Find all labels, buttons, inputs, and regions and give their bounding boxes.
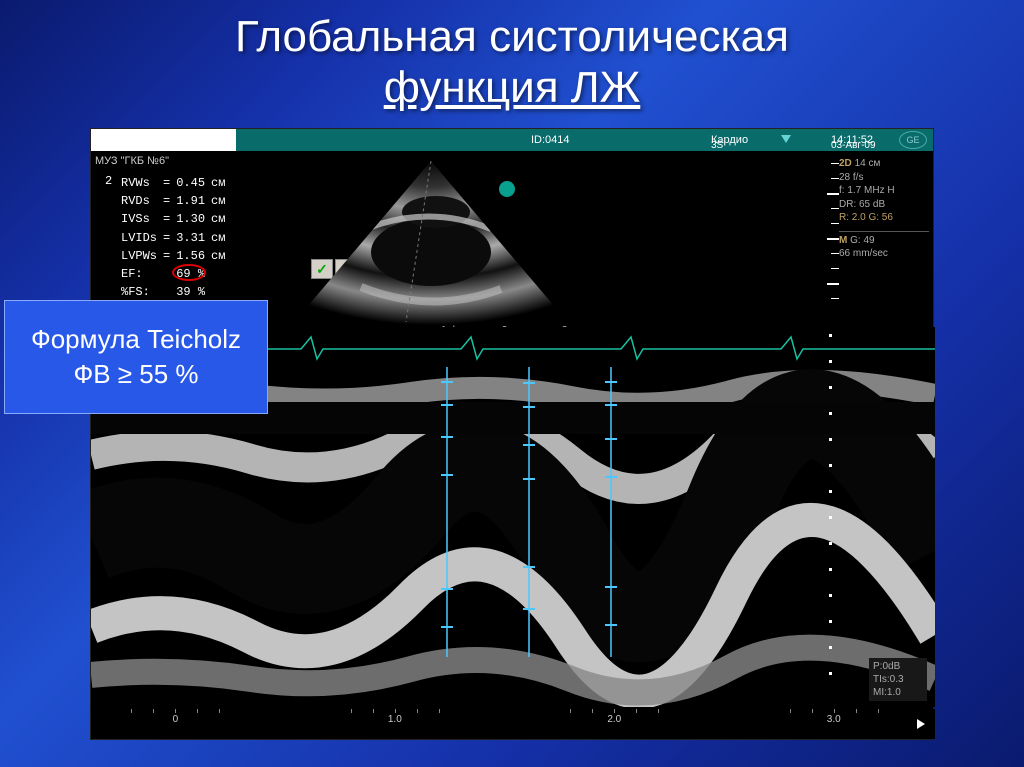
rg-val: R: 2.0 G: 56 [839, 211, 929, 225]
ultrasound-screen: ID:0414 Кардио 3S 14:11:52 03-Авг-09 GE … [90, 128, 934, 740]
measurement-table: RVWs=0.45см RVDs=1.91см IVSs=1.30см LVID… [119, 173, 231, 302]
meas-index: 2 [105, 173, 112, 189]
measurement-panel: 2 RVWs=0.45см RVDs=1.91см IVSs=1.30см LV… [119, 173, 231, 302]
dropdown-icon[interactable] [781, 135, 791, 143]
depth-scale-2d [829, 163, 839, 313]
freq-val: f: 1.7 MHz H [839, 184, 929, 198]
time-tick: 0 [173, 714, 179, 725]
table-row: LVPWs=1.56см [121, 248, 229, 264]
ef-highlight-circle [172, 264, 206, 281]
table-row: RVWs=0.45см [121, 175, 229, 191]
title-line2: функция ЛЖ [384, 63, 641, 112]
play-arrow-icon[interactable] [917, 719, 925, 729]
hospital-label: МУЗ "ГКБ №6" [95, 155, 169, 167]
depth-scale-mmode-right [829, 334, 837, 704]
patient-id: ID:0414 [531, 134, 570, 146]
slide-title: Глобальная систолическая функция ЛЖ [0, 0, 1024, 113]
table-row: LVIDs=3.31см [121, 230, 229, 246]
date: 03-Авг-09 [831, 140, 876, 151]
ef-row: EF:69 % [121, 266, 229, 282]
probe-model: 3S [711, 140, 723, 151]
table-row: IVSs=1.30см [121, 211, 229, 227]
patient-name-redacted [91, 129, 236, 151]
depth-val: 14 см [855, 158, 881, 169]
sector-2d-image [301, 157, 561, 325]
table-row: RVDs=1.91см [121, 193, 229, 209]
fps-val: 28 f/s [839, 171, 929, 185]
formula-line2: ФВ ≥ 55 % [73, 357, 198, 392]
time-axis: 0 1.0 2.0 3.0 [91, 709, 935, 739]
time-tick: 2.0 [607, 714, 621, 725]
dr-val: DR: 65 dB [839, 198, 929, 212]
fs-row: %FS:39 % [121, 284, 229, 300]
title-line1: Глобальная систолическая [235, 12, 789, 61]
ge-logo: GE [899, 131, 927, 149]
settings-panel: 2D 14 см 28 f/s f: 1.7 MHz H DR: 65 dB R… [839, 157, 929, 261]
orientation-dot [499, 181, 515, 197]
mi-val: MI:1.0 [873, 686, 923, 699]
time-tick: 1.0 [388, 714, 402, 725]
power-val: P:0dB [873, 660, 923, 673]
us-topbar: ID:0414 Кардио 3S 14:11:52 03-Авг-09 GE [91, 129, 933, 151]
mode-m: M [839, 235, 847, 246]
m-gain: G: 49 [850, 235, 874, 246]
time-tick: 3.0 [827, 714, 841, 725]
sweep-speed: 66 mm/sec [839, 247, 929, 261]
formula-line1: Формула Teicholz [31, 322, 241, 357]
formula-callout: Формула Teicholz ФВ ≥ 55 % [4, 300, 268, 414]
mode-2d: 2D [839, 158, 852, 169]
tis-val: TIs:0.3 [873, 673, 923, 686]
acoustic-output: P:0dB TIs:0.3 MI:1.0 [869, 658, 927, 701]
